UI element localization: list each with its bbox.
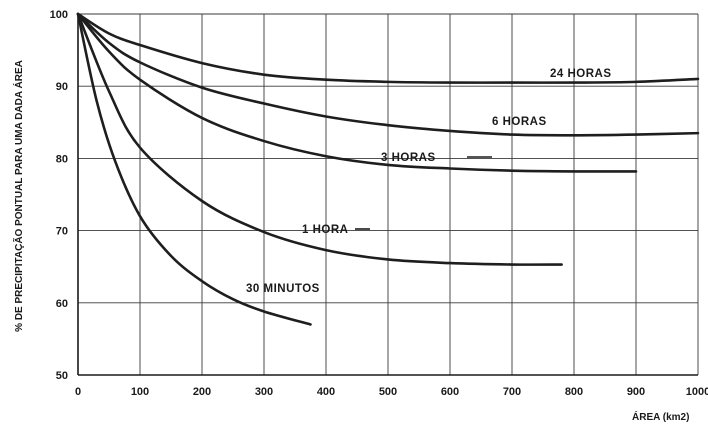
x-axis-title: ÁREA (km2) [632, 410, 689, 423]
x-tick-label: 1000 [686, 386, 708, 398]
series-lines [76, 12, 700, 326]
series-label-30-minutos: 30 MINUTOS [246, 283, 320, 295]
tick-labels: 0 100 200 300 400 500 600 700 800 900 1000 50 60 70 80… [50, 9, 708, 398]
grid [77, 13, 699, 376]
y-tick-label: 100 [50, 9, 68, 21]
series-label-24-horas: 24 HORAS [550, 68, 612, 80]
series-label-3-horas: 3 HORAS [381, 152, 436, 164]
series-label-6-horas: 6 HORAS [492, 116, 547, 128]
y-tick-label: 50 [56, 370, 68, 382]
y-axis-title: % DE PRECIPITAÇÃO PONTUAL PARA UMA DADA … [12, 60, 25, 332]
series-line-30-minutos [76, 12, 312, 326]
x-tick-label: 200 [193, 386, 211, 398]
series-line-1-hora [76, 12, 563, 266]
x-tick-label: 100 [131, 386, 149, 398]
x-tick-label: 700 [503, 386, 521, 398]
y-tick-label: 90 [56, 81, 68, 93]
series-line-3-horas [76, 12, 638, 173]
x-tick-label: 800 [565, 386, 583, 398]
series-line-24-horas [76, 12, 700, 84]
x-tick-label: 0 [75, 386, 81, 398]
y-tick-label: 60 [56, 298, 68, 310]
y-tick-label: 70 [56, 226, 68, 238]
series-labels: 24 HORAS 6 HORAS 3 HORAS 1 HORA 30 MINUTOS [246, 68, 612, 295]
x-tick-label: 600 [441, 386, 459, 398]
x-tick-label: 500 [379, 386, 397, 398]
x-tick-label: 400 [317, 386, 335, 398]
x-tick-label: 300 [255, 386, 273, 398]
series-label-1-hora: 1 HORA [302, 224, 348, 236]
y-tick-label: 80 [56, 153, 68, 165]
x-tick-label: 900 [627, 386, 645, 398]
series-line-6-horas [76, 12, 700, 137]
